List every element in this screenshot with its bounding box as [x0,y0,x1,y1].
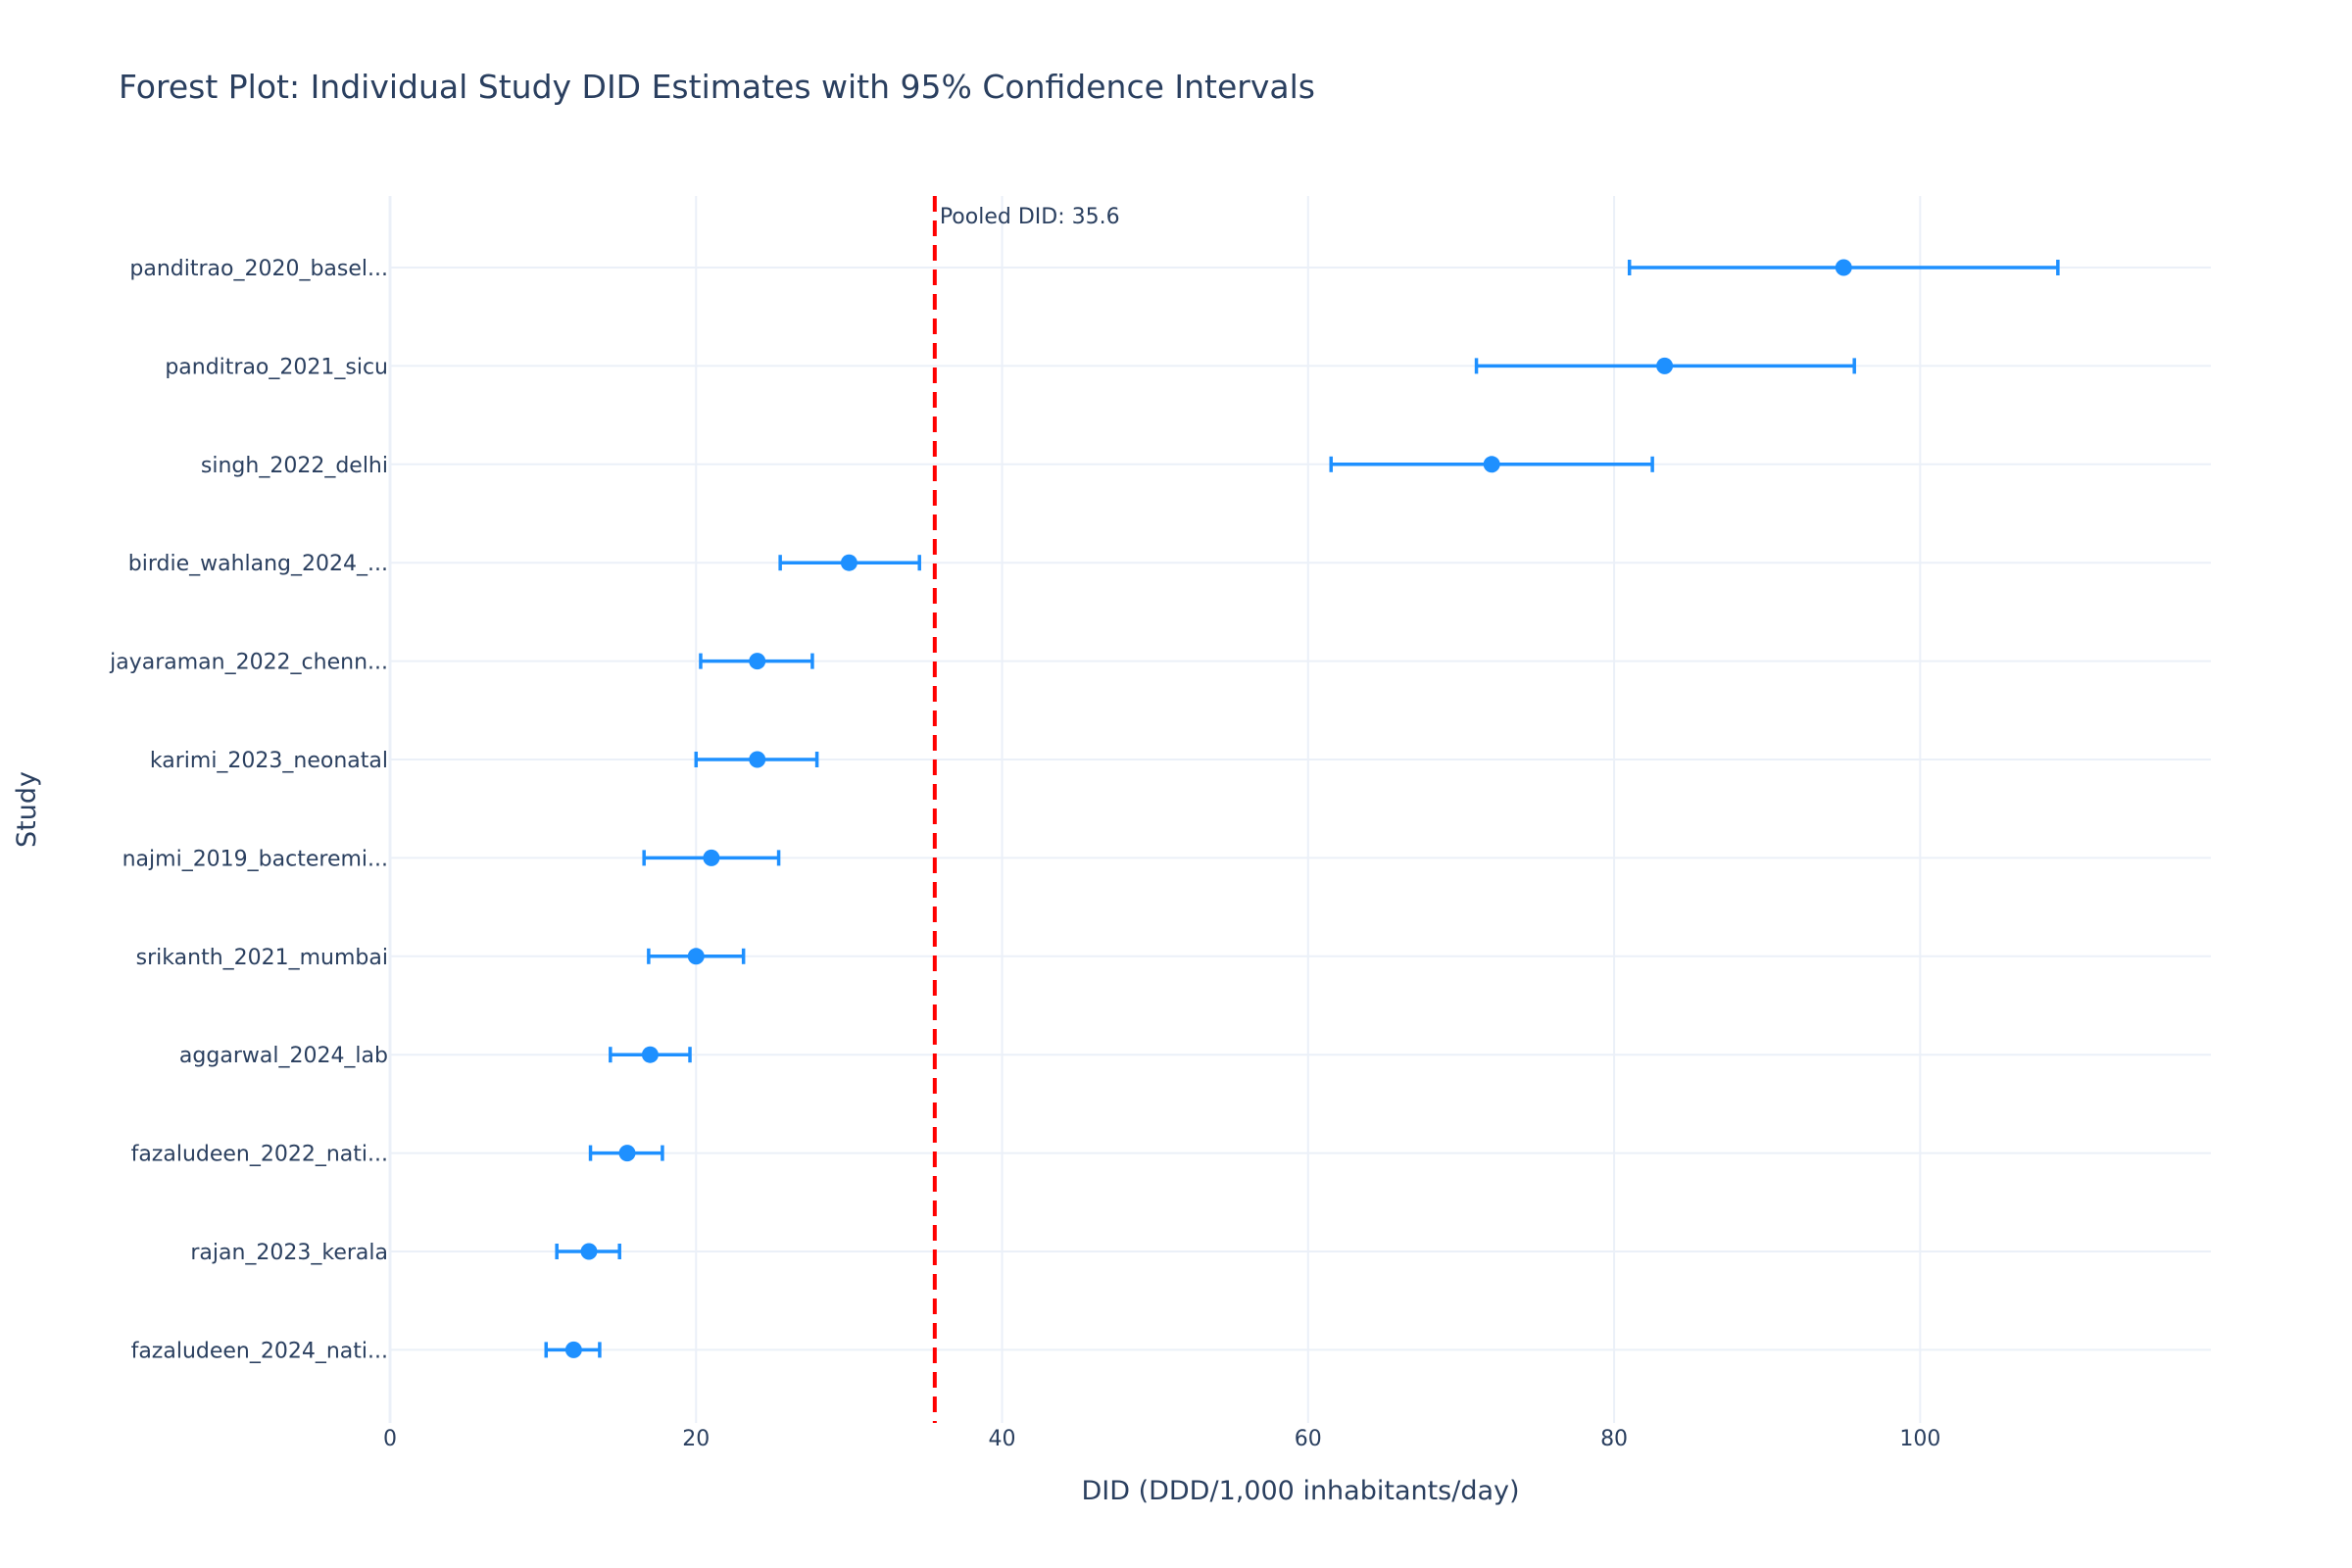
study-label: srikanth_2021_mumbai [136,946,388,970]
study-label: panditrao_2020_basel... [129,257,388,281]
x-tick-label: 40 [989,1427,1016,1451]
estimate-point [1483,456,1500,473]
estimate-point [687,948,705,965]
estimate-point [618,1145,636,1162]
study-label: fazaludeen_2022_nati... [131,1143,388,1167]
study-label: aggarwal_2024_lab [179,1044,388,1068]
estimate-point [749,751,766,768]
pooled-did-label: Pooled DID: 35.6 [940,205,1120,229]
x-tick-label: 20 [682,1427,710,1451]
estimate-point [840,554,858,571]
estimate-point [1835,259,1852,276]
estimate-point [703,849,720,866]
study-label: jayaraman_2022_chenn... [109,651,388,675]
study-label: singh_2022_delhi [201,454,388,478]
estimate-point [1656,357,1674,374]
estimate-point [641,1046,659,1063]
y-axis-title: Study [12,771,42,848]
study-label: fazaludeen_2024_nati... [131,1339,388,1363]
grid-layer [388,196,2211,1423]
x-tick-label: 60 [1295,1427,1322,1451]
x-tick-label: 0 [383,1427,397,1451]
data-layer [544,259,2060,1358]
x-axis-title: DID (DDD/1,000 inhabitants/day) [1081,1476,1519,1506]
estimate-point [749,653,766,670]
estimate-point [580,1243,598,1260]
study-label: najmi_2019_bacteremi... [122,847,388,871]
label-layer: 0 20 40 60 80 100 panditrao_2020_basel...pandi… [109,205,1940,1451]
x-tick-label: 100 [1899,1427,1940,1451]
x-tick-label: 80 [1600,1427,1628,1451]
study-label: karimi_2023_neonatal [150,749,388,773]
study-label: birdie_wahlang_2024_... [128,552,388,576]
study-label: panditrao_2021_sicu [165,355,388,379]
study-label: rajan_2023_kerala [190,1241,388,1265]
chart-title: Forest Plot: Individual Study DID Estima… [119,68,1315,106]
estimate-point [564,1341,582,1358]
